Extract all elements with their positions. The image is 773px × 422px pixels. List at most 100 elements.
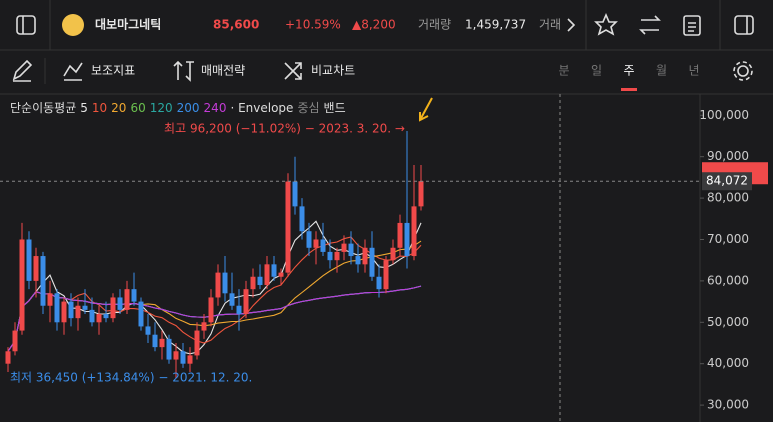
candle-body (110, 297, 116, 319)
header: 대보마그네틱 85,600 +10.59% ▲8,200 거래량 1,459,7… (16, 0, 754, 50)
candle-body (145, 326, 151, 335)
candle-body (334, 251, 340, 261)
legend-ma: 20 (111, 101, 126, 115)
candle-body (278, 272, 284, 277)
candle-body (411, 206, 417, 257)
moving-average (7, 285, 422, 352)
candle-body (285, 181, 291, 273)
candle-body (19, 239, 25, 331)
scroll-arrow[interactable] (567, 18, 576, 32)
candle-body (306, 231, 312, 248)
indicators-button[interactable]: 보조지표 (91, 64, 135, 78)
swap-button[interactable] (639, 15, 661, 35)
legend-ma: 60 (130, 101, 145, 115)
y-tick-label: 40,000 (707, 356, 749, 370)
candle-body (341, 243, 347, 252)
period-tab[interactable]: 주 (623, 64, 634, 78)
candle-body (201, 322, 207, 331)
candle-body (131, 289, 137, 302)
candle-body (313, 239, 319, 248)
high-arrow (419, 97, 433, 122)
legend-ma: 10 (92, 101, 107, 115)
period-tab[interactable]: 월 (656, 64, 667, 78)
candle-body (236, 305, 242, 315)
candle-body (355, 256, 361, 265)
candle-body (390, 247, 396, 261)
candle-body (103, 314, 109, 319)
draw-button[interactable] (12, 59, 33, 82)
candle-body (418, 181, 424, 207)
candle-body (397, 222, 403, 248)
candle-body (117, 297, 123, 310)
price: 85,600 (213, 18, 259, 32)
candle-body (96, 314, 102, 323)
moving-average (7, 236, 422, 352)
y-tick-label: 60,000 (707, 273, 749, 287)
candle-body (348, 243, 354, 257)
legend-ma: 5 (80, 101, 88, 115)
candle-body (369, 247, 375, 277)
period-tab[interactable]: 일 (591, 64, 602, 78)
candle-body (243, 289, 249, 315)
icon-line (688, 22, 696, 32)
candle-body (124, 289, 130, 310)
stock-name: 대보마그네틱 (95, 17, 161, 32)
legend-band: 밴드 (324, 101, 346, 115)
indicator-icon (63, 62, 83, 81)
y-tick-label: 70,000 (707, 232, 749, 246)
candle-body (327, 251, 333, 261)
memo-button[interactable] (683, 15, 701, 36)
legend-ma: 240 (204, 101, 227, 115)
candle-body (173, 351, 179, 360)
strategy-button[interactable]: 매매전략 (201, 64, 245, 78)
cut-label: 거래 (539, 18, 561, 32)
candle-body (215, 272, 221, 298)
panel-button[interactable] (734, 15, 754, 35)
y-tick-label: 50,000 (707, 315, 749, 329)
toolbar: 보조지표 매매전략 비교차트 분 일 주 월 년 (12, 58, 753, 91)
y-tick-label: 30,000 (707, 398, 749, 412)
candle-body (292, 181, 298, 207)
legend-ma: 200 (177, 101, 200, 115)
period-tab[interactable]: 분 (558, 64, 569, 78)
compare-button[interactable]: 비교차트 (311, 64, 355, 78)
candle-body (208, 297, 214, 323)
candle-body (376, 276, 382, 290)
candle-body (187, 355, 193, 364)
high-annotation: 최고 96,200 (−11.02%) − 2023. 3. 20. → (164, 122, 405, 136)
stock-logo (62, 14, 84, 36)
candle-body (54, 293, 60, 323)
candle-body (229, 293, 235, 306)
volume: 1,459,737 (465, 18, 526, 32)
candle-body (362, 247, 368, 265)
favorite-button[interactable] (594, 12, 618, 36)
candle-body (75, 305, 81, 319)
candle-body (138, 301, 144, 327)
change-pct: +10.59% (285, 18, 341, 32)
candle-body (299, 206, 305, 232)
candle-body (404, 222, 410, 257)
candle-body (180, 351, 186, 364)
candle-body (5, 351, 11, 364)
low-annotation: 최저 36,450 (+134.84%) − 2021. 12. 20. (10, 371, 252, 385)
sidebar-button[interactable] (16, 15, 36, 35)
y-tick-label: 100,000 (699, 108, 749, 122)
plot: 100,000 90,000 80,000 70,000 60,000 50,000 40,… (0, 108, 768, 412)
candle-body (320, 239, 326, 252)
candle-body (152, 334, 158, 348)
candle-body (194, 330, 200, 356)
period-tab[interactable]: 년 (688, 64, 699, 78)
strategy-icon (173, 60, 194, 82)
candle-body (40, 256, 46, 306)
candle-body (222, 272, 228, 294)
y-tick-label: 90,000 (707, 149, 749, 163)
settings-button[interactable] (737, 65, 749, 77)
candle-body (47, 293, 53, 306)
y-tick-label: 80,000 (707, 191, 749, 205)
candle-body (33, 256, 39, 281)
candle-body (383, 260, 389, 290)
volume-label: 거래량 (418, 18, 451, 32)
